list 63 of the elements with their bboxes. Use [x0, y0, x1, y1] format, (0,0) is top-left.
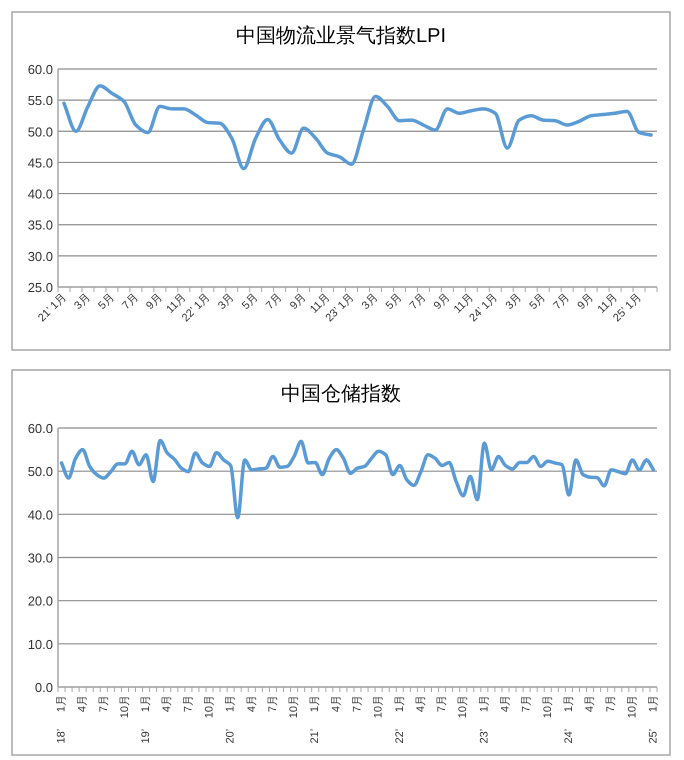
- x-tick-label: 9月: [144, 291, 165, 312]
- x-tick-label: 4月: [246, 695, 258, 712]
- x-tick-label: 5月: [384, 291, 404, 312]
- x-tick-label: 10月: [204, 695, 216, 718]
- y-tick-label: 0.0: [34, 680, 53, 695]
- x-tick-label: 4月: [76, 695, 89, 712]
- x-tick-label: 4月: [330, 695, 342, 712]
- x-tick-label: 7月: [182, 695, 194, 712]
- x-tick-label: 5月: [96, 291, 117, 312]
- x-tick-label: 4月: [414, 695, 427, 712]
- y-tick-label: 35.0: [28, 218, 53, 233]
- y-tick-label: 30.0: [28, 550, 53, 566]
- x-tick-label: 3月: [360, 291, 380, 312]
- x-tick-label: 7月: [264, 291, 284, 312]
- x-tick-label: 7月: [436, 695, 448, 712]
- y-tick-label: 30.0: [28, 248, 53, 264]
- y-tick-label: 45.0: [28, 155, 53, 170]
- x-tick-label: 10月: [118, 695, 131, 718]
- x-tick-label: 10月: [288, 695, 300, 718]
- x-tick-label: 4月: [499, 695, 512, 712]
- x-tick-label: 22’ 1月: [394, 695, 406, 744]
- y-tick-label: 60.0: [28, 62, 53, 77]
- x-tick-label: 10月: [626, 695, 638, 718]
- chart-title: 中国物流业景气指数LPI: [236, 25, 446, 47]
- x-tick-label: 7月: [408, 291, 428, 312]
- y-tick-label: 40.0: [28, 186, 53, 202]
- x-tick-label: 3月: [503, 291, 524, 312]
- chart-title: 中国仓储指数: [281, 383, 401, 405]
- x-tick-label: 10月: [372, 695, 385, 718]
- x-tick-label: 23’ 1月: [478, 695, 490, 744]
- x-tick-label: 7月: [266, 695, 279, 712]
- y-tick-label: 50.0: [28, 124, 53, 140]
- x-tick-label: 9月: [432, 291, 452, 312]
- x-tick-label: 3月: [72, 291, 93, 312]
- y-tick-label: 55.0: [28, 93, 53, 108]
- y-tick-label: 50.0: [28, 464, 53, 480]
- x-tick-label: 7月: [98, 695, 110, 712]
- line-series: [62, 84, 653, 170]
- line-series: [60, 438, 656, 520]
- x-tick-label: 9月: [575, 291, 596, 312]
- x-tick-label: 9月: [288, 291, 308, 312]
- x-tick-label: 7月: [120, 291, 141, 312]
- x-tick-label: 10月: [457, 695, 470, 718]
- y-tick-label: 60.0: [28, 421, 53, 436]
- x-tick-label: 7月: [605, 695, 618, 712]
- x-tick-label: 20’ 1月: [224, 695, 237, 744]
- x-tick-label: 3月: [216, 291, 237, 312]
- x-tick-label: 5月: [527, 291, 548, 312]
- x-tick-label: 21’ 1月: [309, 695, 322, 744]
- x-tick-label: 4月: [161, 695, 174, 712]
- x-tick-label: 7月: [520, 695, 533, 712]
- y-tick-label: 20.0: [28, 594, 53, 609]
- x-tick-label: 7月: [551, 291, 572, 312]
- x-tick-label: 10月: [542, 695, 554, 718]
- x-tick-label: 24’ 1月: [562, 695, 575, 744]
- x-tick-label: 7月: [352, 695, 364, 712]
- x-tick-label: 4月: [584, 695, 596, 712]
- x-tick-label: 19’ 1月: [140, 695, 152, 744]
- x-tick-label: 5月: [240, 291, 261, 312]
- x-tick-label: 18’ 1月: [56, 695, 68, 744]
- x-tick-label: 25’ 1月: [647, 695, 660, 744]
- y-tick-label: 10.0: [28, 636, 53, 652]
- y-tick-label: 40.0: [28, 507, 53, 522]
